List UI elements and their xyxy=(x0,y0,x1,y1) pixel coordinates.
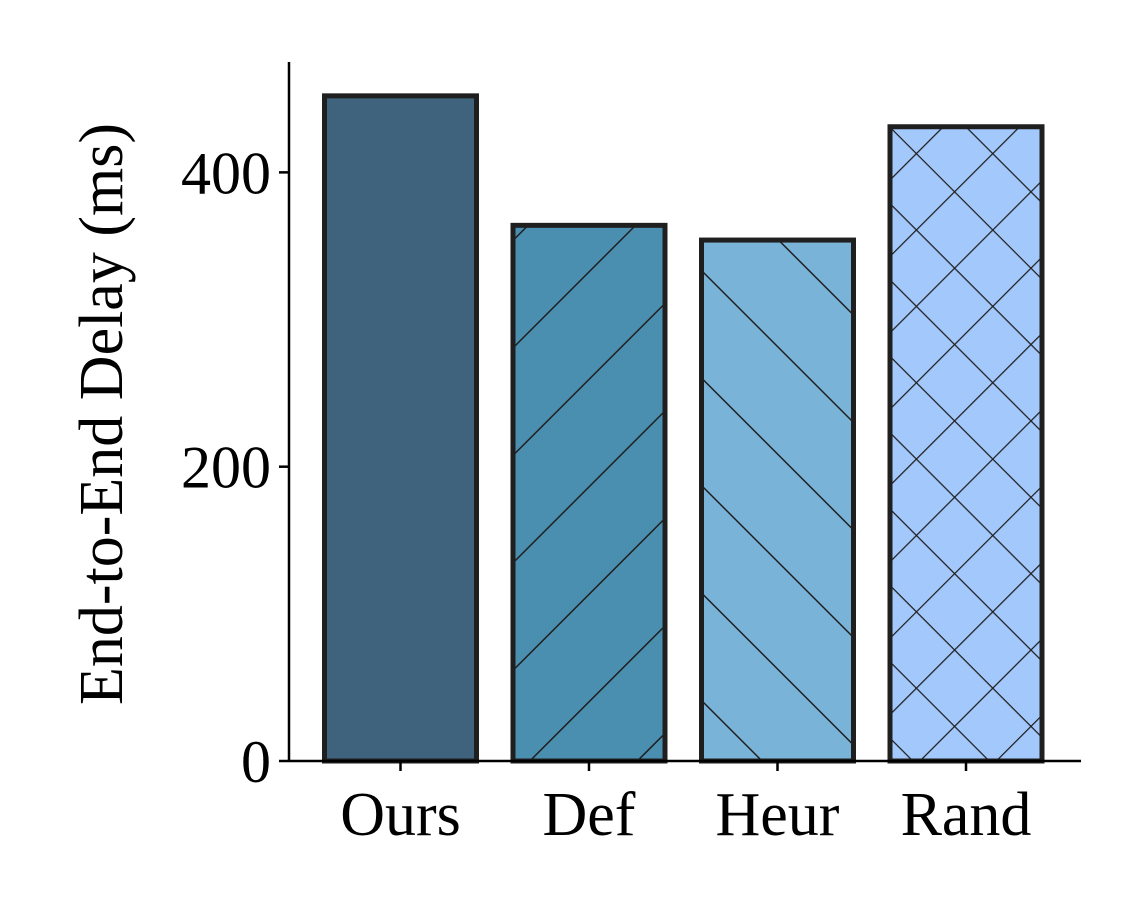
axes-layer xyxy=(287,62,1081,763)
y-axis-label: End-to-End Delay (ms) xyxy=(68,123,136,705)
bar-hatch-rand xyxy=(890,126,1042,762)
x-tick-label-heur: Heur xyxy=(716,781,840,849)
x-ticks-layer: Ours Def Heur Rand xyxy=(340,761,1031,849)
bar-hatch-heur xyxy=(701,240,854,762)
bars-layer xyxy=(322,93,1045,764)
bar-hatch-def xyxy=(513,225,665,761)
bar-ours xyxy=(324,95,477,761)
x-tick-label-rand: Rand xyxy=(901,781,1032,849)
y-tick-label-0: 0 xyxy=(241,729,271,795)
x-tick-label-ours: Ours xyxy=(340,781,461,849)
y-ticks-layer: 0 200 400 xyxy=(181,140,289,795)
y-tick-label-200: 200 xyxy=(181,435,271,501)
x-tick-label-def: Def xyxy=(543,781,636,849)
y-tick-label-400: 400 xyxy=(181,140,271,206)
